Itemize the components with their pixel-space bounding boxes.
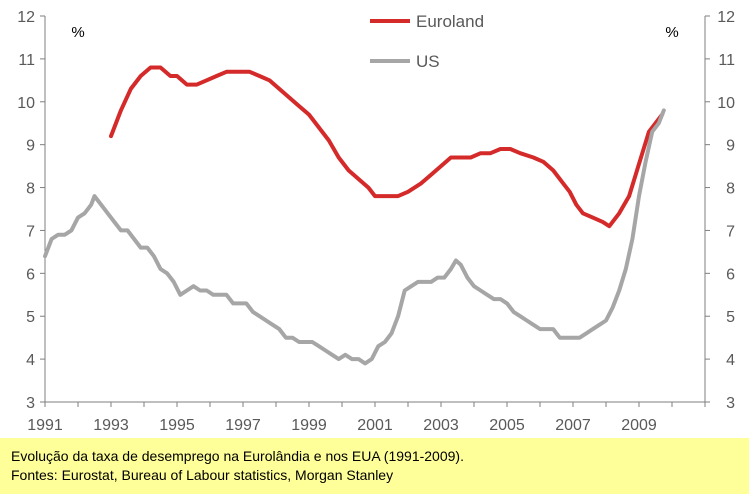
y-tick-label-right: 8 bbox=[726, 181, 735, 198]
x-tick-label: 1991 bbox=[27, 417, 63, 434]
y-tick-label-left: 9 bbox=[26, 138, 35, 155]
unemployment-chart: 3 3 4 4 5 5 6 6 7 7 8 8 9 9 10 10 11 11 12 12 1991 1993 1995 19… bbox=[17, 9, 735, 434]
y-tick-label-right: 5 bbox=[726, 309, 735, 326]
x-tick-label: 1995 bbox=[159, 417, 195, 434]
x-tick-label: 1993 bbox=[93, 417, 129, 434]
x-tick-label: 2007 bbox=[555, 417, 591, 434]
y-tick-label-right: 7 bbox=[726, 223, 735, 240]
x-tick-label: 2001 bbox=[357, 417, 393, 434]
series-lines bbox=[43, 65, 666, 366]
y-tick-label-left: 6 bbox=[26, 266, 35, 283]
y-tick-label-left: 8 bbox=[26, 181, 35, 198]
y-tick-label-left: 5 bbox=[26, 309, 35, 326]
legend-label-us: US bbox=[416, 52, 440, 71]
y-tick-label-right: 12 bbox=[717, 9, 735, 26]
figure-caption: Evolução da taxa de desemprego na Eurolâ… bbox=[0, 438, 749, 494]
tick-labels: 3 3 4 4 5 5 6 6 7 7 8 8 9 9 10 10 11 11 12 12 1991 1993 1995 19… bbox=[17, 9, 735, 434]
series-line-euroland bbox=[109, 65, 665, 229]
y-tick-label-right: 9 bbox=[726, 138, 735, 155]
axes bbox=[40, 15, 710, 407]
legend: Euroland US bbox=[370, 12, 484, 71]
x-tick-label: 1997 bbox=[225, 417, 261, 434]
y-tick-label-left: 12 bbox=[17, 9, 35, 26]
legend-label-euroland: Euroland bbox=[416, 12, 484, 31]
series-line-us bbox=[43, 108, 666, 366]
x-tick-label: 2003 bbox=[423, 417, 459, 434]
y-tick-label-right: 10 bbox=[717, 95, 735, 112]
x-tick-label: 2005 bbox=[489, 417, 525, 434]
y-tick-label-left: 3 bbox=[26, 395, 35, 412]
y-tick-label-right: 4 bbox=[726, 352, 735, 369]
y-tick-label-left: 4 bbox=[26, 352, 35, 369]
y-tick-label-right: 6 bbox=[726, 266, 735, 283]
caption-sources: Fontes: Eurostat, Bureau of Labour stati… bbox=[11, 467, 394, 483]
y-tick-label-right: 3 bbox=[726, 395, 735, 412]
y-tick-label-left: 7 bbox=[26, 223, 35, 240]
y-tick-label-right: 11 bbox=[718, 52, 735, 69]
caption-title: Evolução da taxa de desemprego na Eurolâ… bbox=[11, 448, 464, 464]
y-unit-left: % bbox=[71, 24, 84, 41]
y-tick-label-left: 11 bbox=[18, 52, 35, 69]
y-tick-label-left: 10 bbox=[17, 95, 35, 112]
x-tick-label: 2009 bbox=[621, 417, 657, 434]
x-tick-label: 1999 bbox=[291, 417, 327, 434]
y-unit-right: % bbox=[665, 24, 678, 41]
